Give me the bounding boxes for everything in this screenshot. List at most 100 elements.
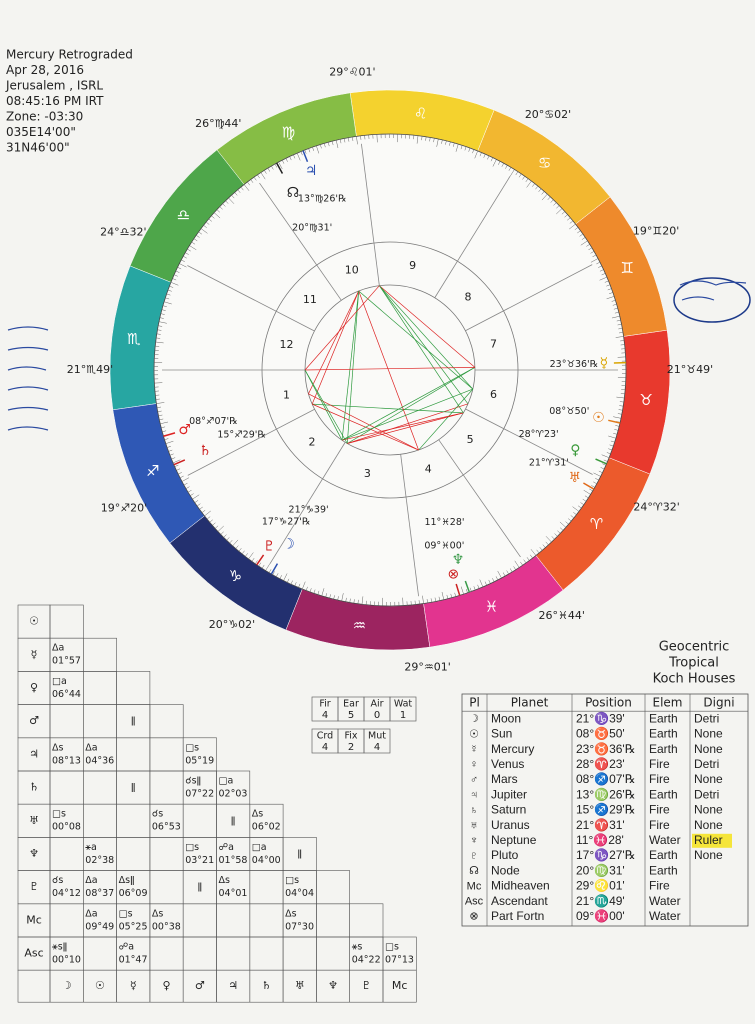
degree-tick bbox=[185, 486, 190, 489]
col-label: ♇ bbox=[361, 979, 371, 992]
degree-tick bbox=[250, 179, 254, 183]
table-cell: 08°♉50' bbox=[576, 727, 625, 741]
degree-tick bbox=[615, 425, 620, 427]
degree-tick bbox=[164, 301, 172, 305]
degree-tick bbox=[157, 329, 162, 331]
degree-tick bbox=[438, 596, 441, 601]
house-number: 8 bbox=[465, 291, 472, 304]
degree-tick bbox=[327, 142, 330, 147]
degree-tick bbox=[547, 196, 551, 200]
degree-tick bbox=[416, 135, 419, 144]
house-number: 10 bbox=[345, 264, 359, 277]
degree-tick bbox=[193, 238, 198, 242]
table-cell: Detri bbox=[694, 757, 719, 771]
degree-tick bbox=[584, 495, 589, 499]
table-cell: Earth bbox=[649, 742, 678, 756]
degree-tick bbox=[222, 203, 226, 207]
planet-glyph: ♅ bbox=[568, 470, 581, 486]
degree-tick bbox=[602, 463, 607, 466]
table-cell: 29°♌01' bbox=[576, 879, 625, 893]
degree-tick bbox=[536, 549, 540, 554]
degree-tick bbox=[539, 547, 543, 551]
degree-tick bbox=[554, 533, 558, 537]
aspect-text: ǁ bbox=[198, 882, 203, 893]
aspect-line bbox=[308, 290, 360, 395]
degree-tick bbox=[353, 599, 355, 604]
degree-tick bbox=[255, 560, 258, 564]
degree-tick bbox=[606, 296, 615, 300]
degree-tick bbox=[156, 333, 161, 335]
sign-glyph: ♈ bbox=[590, 515, 603, 533]
aspect-text: □s bbox=[119, 908, 133, 919]
degree-tick bbox=[513, 566, 516, 570]
degree-tick bbox=[492, 578, 495, 582]
header-line: Apr 28, 2016 bbox=[6, 63, 84, 77]
table-cell: None bbox=[694, 803, 723, 817]
planet-glyph: ⊗ bbox=[447, 566, 459, 582]
aspect-text: 05°19 bbox=[185, 755, 214, 766]
degree-tick bbox=[169, 453, 174, 456]
planet-position: 21°♑39' bbox=[289, 505, 329, 516]
degree-tick bbox=[498, 161, 501, 165]
degree-tick bbox=[530, 549, 537, 556]
degree-tick bbox=[490, 157, 494, 162]
aspect-text: 08°13 bbox=[52, 755, 81, 766]
col-label: ♂ bbox=[195, 979, 205, 992]
sign-glyph: ♊ bbox=[620, 259, 633, 277]
degree-tick bbox=[550, 199, 554, 203]
col-label: ☿ bbox=[130, 979, 137, 992]
degree-tick bbox=[178, 472, 182, 475]
degree-tick bbox=[580, 502, 584, 505]
degree-tick bbox=[198, 231, 203, 235]
degree-tick bbox=[162, 430, 167, 433]
degree-tick bbox=[245, 553, 248, 557]
table-cell: 13°♍26'℞ bbox=[576, 787, 635, 801]
degree-tick bbox=[520, 561, 523, 566]
highlight bbox=[692, 833, 732, 848]
degree-tick bbox=[610, 440, 615, 443]
header-line: Mercury Retrograded bbox=[6, 48, 133, 62]
degree-tick bbox=[525, 178, 529, 183]
degree-tick bbox=[300, 151, 303, 156]
degree-tick bbox=[509, 568, 513, 573]
degree-tick bbox=[196, 503, 201, 507]
degree-tick bbox=[168, 449, 173, 452]
table-cell: Asc bbox=[465, 896, 484, 908]
cusp-label: 26°♍44' bbox=[195, 117, 241, 130]
degree-tick bbox=[156, 337, 161, 339]
degree-tick bbox=[501, 163, 504, 167]
degree-tick bbox=[293, 154, 296, 159]
aspect-text: ☌s bbox=[152, 809, 163, 820]
degree-tick bbox=[574, 227, 579, 230]
degree-tick bbox=[179, 475, 184, 479]
degree-tick bbox=[217, 525, 224, 532]
system-line: Koch Houses bbox=[653, 672, 736, 687]
header-line: 035E14'00" bbox=[6, 125, 76, 139]
aspect-text: 06°53 bbox=[152, 822, 181, 833]
table-header: Air bbox=[370, 699, 383, 710]
degree-tick bbox=[257, 174, 260, 179]
table-cell: 11°♓28' bbox=[576, 833, 624, 847]
degree-tick bbox=[556, 208, 563, 215]
planet-position: 11°♓28' bbox=[424, 517, 464, 528]
planet-tick bbox=[608, 419, 621, 424]
degree-tick bbox=[619, 405, 624, 407]
degree-tick bbox=[260, 172, 266, 180]
degree-tick bbox=[176, 468, 181, 471]
degree-tick bbox=[560, 527, 564, 531]
degree-tick bbox=[341, 593, 344, 602]
degree-tick bbox=[241, 550, 245, 555]
degree-tick bbox=[614, 429, 619, 431]
degree-tick bbox=[173, 274, 178, 277]
degree-tick bbox=[487, 155, 490, 160]
degree-tick bbox=[200, 228, 208, 234]
aspect-text: 04°00 bbox=[252, 855, 281, 866]
aspect-text: ☌s bbox=[52, 875, 63, 886]
degree-tick bbox=[608, 448, 613, 451]
sign-glyph: ♓ bbox=[485, 598, 498, 616]
table-cell: ♂ bbox=[470, 774, 478, 786]
table-cell: Earth bbox=[649, 787, 678, 801]
planet-tick bbox=[455, 583, 461, 596]
cusp-label: 24°♎32' bbox=[100, 225, 146, 238]
